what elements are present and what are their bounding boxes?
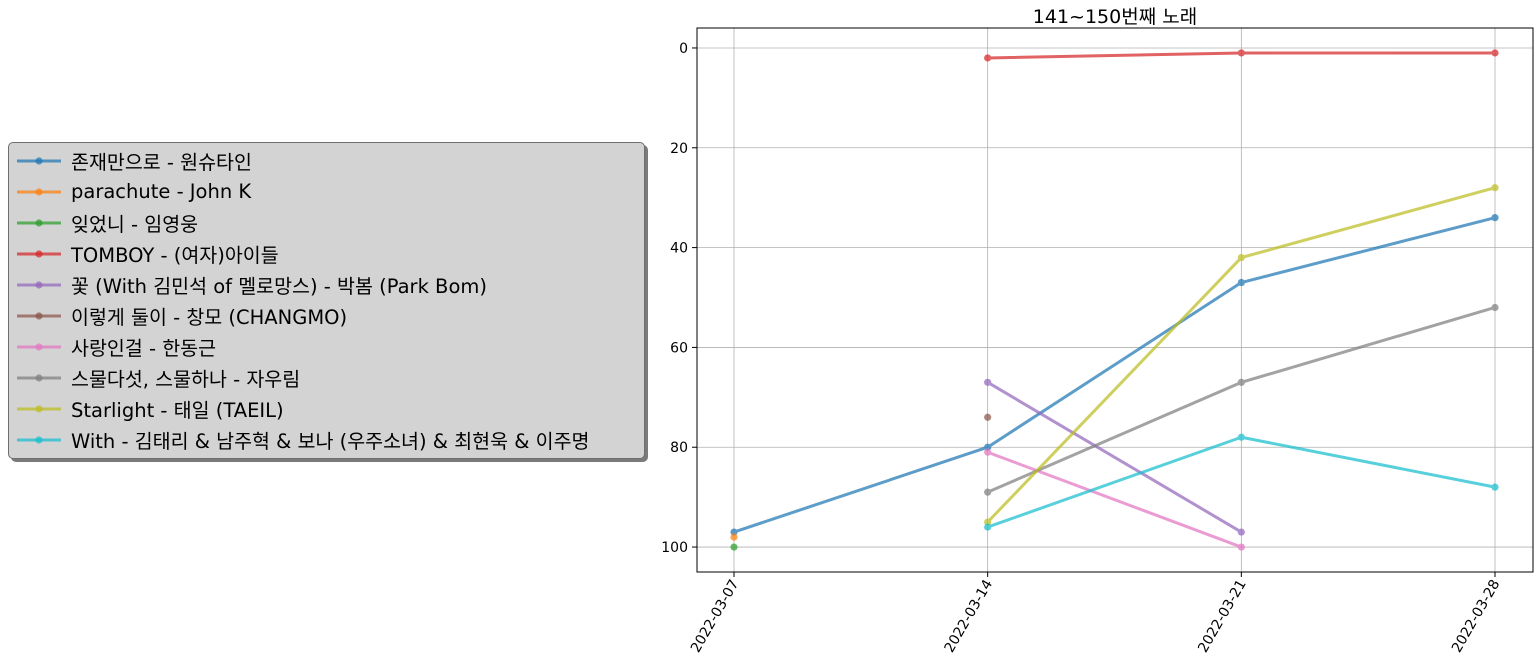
series-8 [984, 184, 1499, 526]
legend-item: 존재만으로 - 원슈타인 [15, 145, 252, 176]
legend-swatch [17, 280, 61, 289]
legend-label: 이렇게 둘이 - 창모 (CHANGMO) [71, 306, 348, 329]
legend-label: Starlight - 태일 (TAEIL) [71, 399, 284, 422]
legend-label: 잊었니 - 임영웅 [71, 213, 199, 236]
y-tick-label: 20 [670, 141, 688, 157]
legend-item: 사랑인걸 - 한동근 [15, 331, 216, 362]
legend-label: TOMBOY - (여자)아이들 [71, 244, 279, 267]
legend-swatch [17, 187, 61, 196]
legend-item: Starlight - 태일 (TAEIL) [15, 393, 284, 424]
legend-swatch [17, 435, 61, 444]
data-point [1237, 49, 1245, 57]
legend-item: With - 김태리 & 남주혁 & 보나 (우주소녀) & 최현욱 & 이주명 [15, 424, 589, 455]
series-3 [984, 49, 1499, 62]
series-line [986, 381, 1243, 534]
series-0 [730, 214, 1499, 536]
data-point [1237, 278, 1245, 287]
data-point [984, 54, 992, 62]
series-5 [984, 413, 992, 421]
data-point [1237, 543, 1245, 551]
x-tick-label: 2022-03-28 [1449, 577, 1504, 655]
data-point [984, 488, 992, 496]
plot-area-frame [696, 27, 1534, 573]
legend: 존재만으로 - 원슈타인 parachute - John K 잊었니 - 임영웅 T… [8, 142, 645, 459]
data-point [1237, 528, 1245, 536]
series-1 [730, 533, 738, 541]
data-point [1491, 184, 1499, 192]
legend-swatch [17, 311, 61, 320]
legend-swatch [17, 218, 61, 227]
x-axis-ticks: 2022-03-07 2022-03-14 2022-03-21 2022-03-28 [688, 572, 1504, 656]
series-lines [730, 49, 1499, 551]
legend-swatch [17, 342, 61, 351]
data-point [1491, 49, 1499, 57]
data-point [1237, 378, 1245, 386]
data-point [1491, 214, 1499, 222]
legend-label: 스물다섯, 스물하나 - 자우림 [71, 368, 301, 391]
x-tick-label: 2022-03-14 [942, 577, 997, 656]
data-point [1237, 433, 1245, 441]
legend-swatch [17, 249, 61, 258]
legend-item: 스물다섯, 스물하나 - 자우림 [15, 362, 300, 393]
series-7 [984, 303, 1499, 496]
series-line [733, 216, 1496, 534]
data-point [730, 528, 738, 536]
data-point [984, 443, 992, 451]
data-point [730, 533, 738, 541]
series-2 [730, 543, 738, 551]
series-6 [984, 448, 1245, 551]
y-tick-label: 80 [670, 440, 688, 456]
y-axis-ticks: 0 20 40 60 80 100 [661, 41, 697, 556]
legend-item: 잊었니 - 임영웅 [15, 207, 198, 238]
data-point [1491, 303, 1499, 312]
y-tick-label: 0 [679, 41, 688, 57]
series-4 [984, 378, 1245, 536]
series-line [987, 450, 1242, 549]
data-point [984, 378, 992, 386]
series-9 [984, 433, 1499, 531]
data-point [984, 518, 992, 526]
legend-swatch [17, 156, 61, 165]
data-point [984, 448, 992, 456]
data-point [730, 543, 738, 551]
legend-swatch [17, 373, 61, 382]
legend-label: 꽃 (With 김민석 of 멜로망스) - 박봄 (Park Bom) [71, 275, 487, 298]
data-point [1237, 253, 1245, 262]
legend-label: 존재만으로 - 원슈타인 [71, 151, 252, 174]
legend-label: parachute - John K [71, 180, 252, 203]
grid [697, 28, 1533, 572]
chart-title: 141~150번째 노래 [1033, 6, 1197, 28]
data-point [984, 413, 992, 421]
data-point [984, 523, 992, 531]
data-point [1491, 483, 1499, 491]
legend-item: 이렇게 둘이 - 창모 (CHANGMO) [15, 300, 347, 331]
legend-swatch [17, 404, 61, 413]
legend-item: parachute - John K [15, 176, 251, 207]
legend-item: 꽃 (With 김민석 of 멜로망스) - 박봄 (Park Bom) [15, 269, 487, 300]
x-tick-label: 2022-03-07 [688, 577, 743, 655]
legend-label: 사랑인걸 - 한동근 [71, 337, 217, 360]
y-tick-label: 40 [670, 241, 688, 257]
legend-label: With - 김태리 & 남주혁 & 보나 (우주소녀) & 최현욱 & 이주명 [71, 430, 590, 453]
y-tick-label: 60 [670, 340, 688, 356]
y-tick-label: 100 [661, 540, 688, 556]
legend-item: TOMBOY - (여자)아이들 [15, 238, 279, 269]
x-tick-label: 2022-03-21 [1195, 577, 1250, 655]
